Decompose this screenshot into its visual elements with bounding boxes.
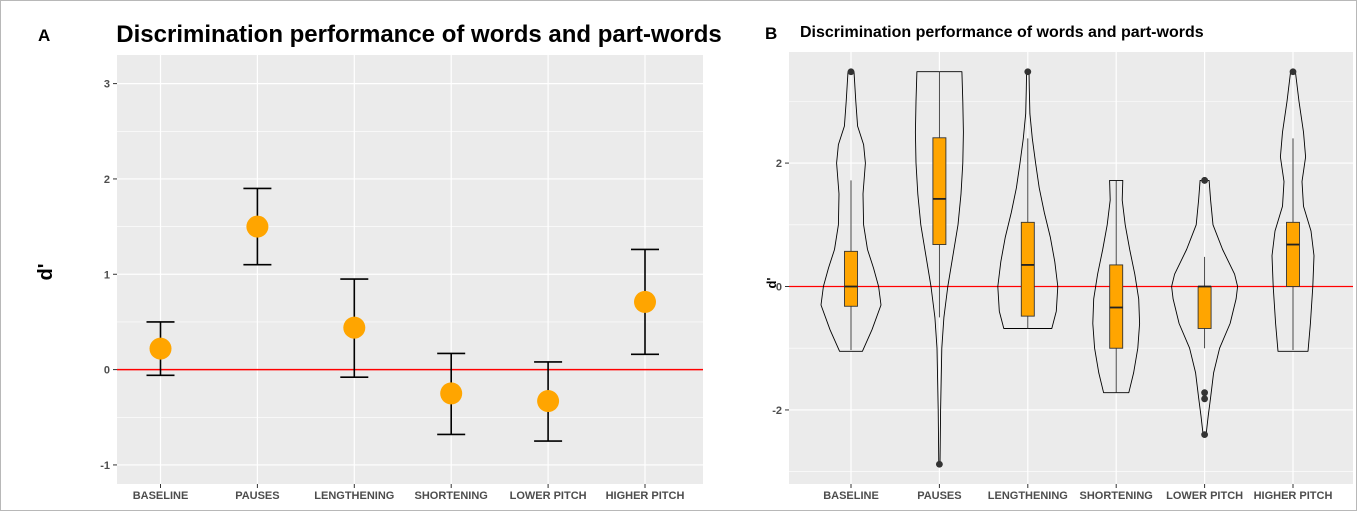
outlier-point bbox=[936, 460, 943, 468]
panel-a-plot: -1 0 1 2 3 BASELINE PAUSES LENGTHENING SHORTENIN… bbox=[100, 55, 703, 502]
x-tick-label: BASELINE bbox=[823, 490, 879, 502]
mean-point bbox=[537, 390, 560, 413]
x-tick-label: HIGHER PITCH bbox=[606, 490, 685, 502]
y-tick-label: -2 bbox=[772, 405, 782, 417]
x-tick-label: LOWER PITCH bbox=[510, 490, 587, 502]
violin-outline bbox=[1171, 179, 1239, 436]
x-tick-label: PAUSES bbox=[235, 490, 279, 502]
panel-a-label: A bbox=[38, 26, 50, 45]
mean-point bbox=[440, 382, 463, 405]
mean-point bbox=[343, 316, 366, 339]
y-tick-label: 3 bbox=[104, 79, 110, 91]
y-tick-label: 0 bbox=[776, 282, 782, 294]
x-tick-label: BASELINE bbox=[133, 490, 189, 502]
x-tick-label: HIGHER PITCH bbox=[1254, 490, 1333, 502]
x-tick-label: LENGTHENING bbox=[314, 490, 394, 502]
box-iqr bbox=[1197, 286, 1212, 329]
y-tick-label: -1 bbox=[100, 460, 110, 472]
outlier-point bbox=[1201, 176, 1208, 184]
panel-b-label: B bbox=[765, 24, 777, 43]
outlier-point bbox=[1201, 395, 1208, 403]
panel-a-background bbox=[117, 55, 703, 484]
mean-point bbox=[634, 290, 656, 313]
box-iqr bbox=[1109, 264, 1124, 349]
y-tick-label: 2 bbox=[104, 174, 110, 186]
panel-a-y-axis-label: d' bbox=[35, 264, 57, 281]
x-tick-label: PAUSES bbox=[917, 490, 961, 502]
panel-b-title: Discrimination performance of words and … bbox=[800, 24, 1204, 41]
panel-a-title: Discrimination performance of words and … bbox=[116, 21, 721, 48]
x-tick-label: SHORTENING bbox=[415, 490, 488, 502]
y-tick-label: 1 bbox=[104, 269, 110, 281]
outlier-point bbox=[1024, 68, 1032, 76]
y-tick-label: 2 bbox=[776, 158, 782, 170]
x-tick-label: LENGTHENING bbox=[988, 490, 1068, 502]
box-iqr bbox=[1286, 221, 1300, 287]
box-iqr bbox=[844, 250, 858, 307]
panel-b-y-axis-label: d' bbox=[764, 277, 779, 288]
box-iqr bbox=[932, 137, 947, 245]
box-iqr bbox=[1020, 221, 1035, 317]
outlier-point bbox=[1289, 68, 1297, 76]
outlier-point bbox=[1201, 389, 1208, 397]
x-tick-label: LOWER PITCH bbox=[1166, 490, 1243, 502]
violin-outline bbox=[1092, 179, 1141, 394]
violin-outline bbox=[914, 71, 964, 465]
panel-b-background bbox=[789, 52, 1353, 484]
outlier-point bbox=[1201, 431, 1208, 439]
panel-b-plot: -2 0 2 BASELINE PAUSES LENGTHENING SHORTENING L… bbox=[772, 52, 1353, 502]
y-tick-label: 0 bbox=[104, 365, 110, 377]
outlier-point bbox=[847, 68, 855, 76]
mean-point bbox=[246, 215, 269, 238]
x-tick-label: SHORTENING bbox=[1080, 490, 1153, 502]
mean-point bbox=[149, 337, 172, 360]
